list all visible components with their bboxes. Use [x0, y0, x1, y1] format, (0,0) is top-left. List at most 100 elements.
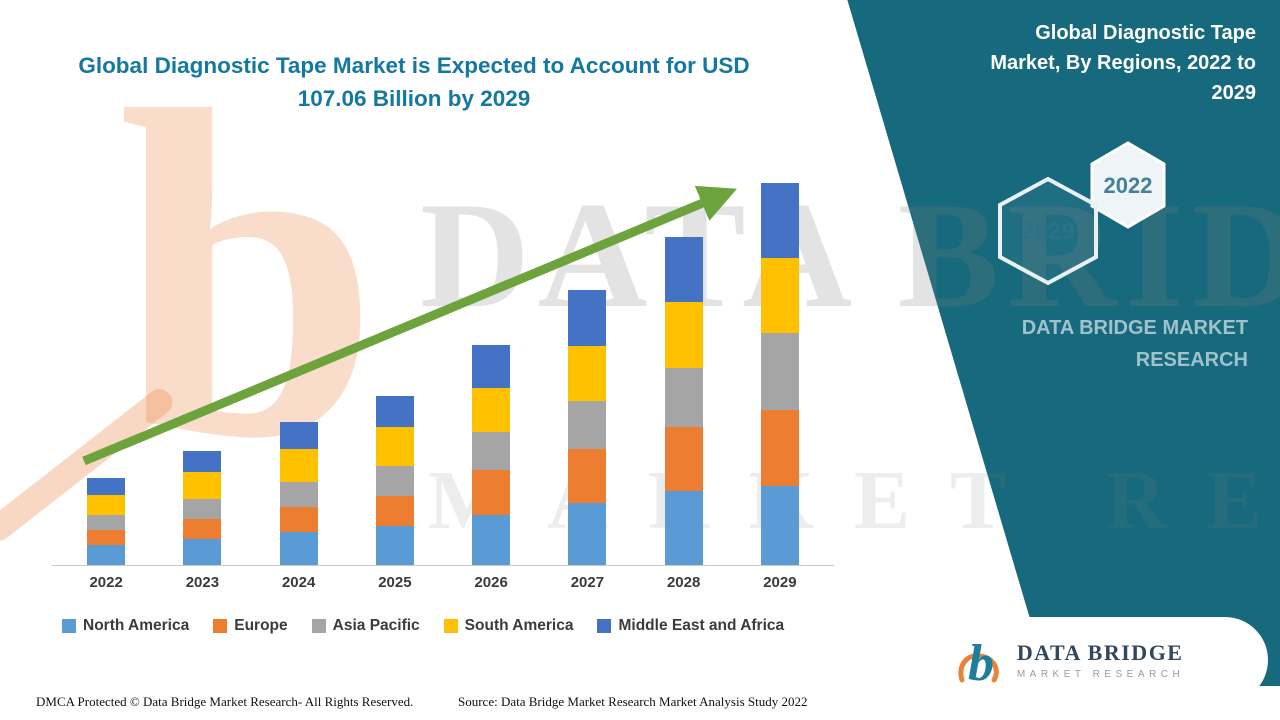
bar-segment-europe	[664, 426, 703, 491]
bar-segment-asia-pacific	[375, 465, 414, 496]
x-axis-label: 2023	[185, 574, 220, 591]
databridge-logo-card: b DATA BRIDGE MARKET RESEARCH	[872, 617, 1268, 703]
year-hexagons: 2022 2029	[998, 141, 1166, 286]
panel-title-line1: Global Diagnostic Tape	[1035, 22, 1256, 44]
bar-column-2023	[154, 450, 250, 565]
legend-swatch	[213, 619, 228, 633]
panel-brand-line1: DATA BRIDGE MARKET	[1021, 317, 1248, 339]
bar-segment-europe	[760, 410, 799, 487]
bar-segment-south-america	[279, 449, 318, 483]
bar-segment-middle-east-and-africa	[183, 450, 222, 473]
bar-stack	[375, 395, 414, 565]
x-axis-labels: 2022 2023 2024 2025 2026 2027 2028 2029	[58, 574, 828, 591]
bar-segment-asia-pacific	[664, 368, 703, 427]
bar-stack	[472, 345, 511, 565]
databridge-logo-text: DATA BRIDGE MARKET RESEARCH	[1017, 640, 1184, 680]
logo-tagline: MARKET RESEARCH	[1016, 669, 1185, 680]
svg-text:b: b	[968, 635, 994, 690]
bar-segment-north-america	[760, 486, 799, 565]
page-title: Global Diagnostic Tape Market is Expecte…	[78, 50, 750, 115]
legend-item: Middle East and Africa	[597, 617, 784, 635]
bar-stack	[183, 450, 222, 565]
bar-segment-middle-east-and-africa	[760, 183, 799, 259]
bar-stack	[568, 290, 607, 565]
legend-label: Middle East and Africa	[618, 617, 785, 634]
legend-swatch	[443, 619, 458, 633]
x-axis-label: 2029	[763, 574, 797, 591]
bar-segment-north-america	[183, 538, 222, 565]
plot-area	[58, 183, 828, 565]
bar-segment-south-america	[375, 426, 414, 466]
bar-segment-europe	[375, 495, 414, 526]
bar-column-2025	[347, 395, 443, 565]
legend-label: Europe	[234, 617, 288, 634]
legend-item: South America	[443, 617, 574, 635]
bar-segment-north-america	[664, 490, 703, 565]
legend-label: South America	[464, 617, 574, 634]
bar-segment-south-america	[760, 258, 799, 334]
legend-label: North America	[83, 617, 190, 634]
bar-segment-middle-east-and-africa	[87, 477, 126, 495]
bar-segment-middle-east-and-africa	[664, 236, 703, 302]
x-axis-label: 2028	[666, 574, 701, 591]
page-title-line1: Global Diagnostic Tape Market is Expecte…	[78, 53, 750, 78]
bar-column-2026	[443, 345, 539, 565]
bar-segment-asia-pacific	[183, 498, 222, 519]
bar-stack	[279, 422, 318, 565]
bar-segment-middle-east-and-africa	[375, 395, 414, 427]
bar-segment-asia-pacific	[568, 400, 607, 450]
hexagon-2022-label: 2022	[1104, 173, 1153, 198]
legend-item: North America	[62, 617, 189, 635]
panel-brand-text: DATA BRIDGE MARKET RESEARCH	[998, 312, 1248, 376]
hexagon-2022	[1090, 141, 1166, 229]
bar-segment-south-america	[664, 301, 703, 369]
bar-segment-asia-pacific	[87, 515, 126, 530]
bar-column-2022	[58, 477, 154, 565]
legend-item: Asia Pacific	[311, 617, 420, 635]
bar-column-2028	[636, 236, 732, 565]
x-axis-label: 2027	[570, 574, 605, 591]
bar-segment-south-america	[183, 472, 222, 499]
bar-segment-middle-east-and-africa	[568, 290, 607, 346]
hexagon-2029-label: 2029	[1021, 218, 1074, 245]
bar-segment-middle-east-and-africa	[279, 422, 318, 450]
legend-item: Europe	[213, 617, 288, 635]
bar-segment-europe	[87, 530, 126, 545]
x-axis-line	[52, 565, 834, 566]
bar-segment-asia-pacific	[279, 482, 318, 508]
bar-segment-europe	[279, 507, 318, 533]
footer-dmca-text: DMCA Protected © Data Bridge Market Rese…	[36, 694, 414, 709]
x-axis-label: 2024	[281, 574, 316, 591]
legend-swatch	[62, 619, 76, 633]
x-axis-label: 2026	[474, 574, 508, 591]
panel-title: Global Diagnostic Tape Market, By Region…	[924, 18, 1256, 108]
bar-stack	[87, 477, 126, 565]
bar-segment-asia-pacific	[760, 333, 799, 411]
bar-segment-north-america	[87, 545, 126, 565]
bar-column-2024	[251, 422, 347, 565]
bar-column-2027	[539, 290, 635, 565]
bar-stack	[664, 236, 703, 565]
x-axis-label: 2022	[89, 574, 123, 591]
bar-stack	[760, 183, 799, 565]
databridge-b-icon: b	[958, 635, 999, 690]
legend-label: Asia Pacific	[332, 617, 420, 634]
stacked-bar-chart: 2022 2023 2024 2025 2026 2027 2028 2029	[52, 183, 834, 591]
logo-name: DATA BRIDGE	[1016, 640, 1184, 665]
page-title-line2: 107.06 Billion by 2029	[297, 85, 531, 111]
bar-segment-south-america	[87, 495, 126, 515]
hexagon-2029	[998, 176, 1098, 286]
legend-swatch	[597, 619, 612, 633]
footer-source-text: Source: Data Bridge Market Research Mark…	[458, 694, 808, 709]
bar-segment-europe	[568, 449, 607, 503]
bar-segment-south-america	[568, 345, 607, 401]
chart-legend: North America Europe Asia Pacific South Ame…	[62, 617, 784, 635]
bar-segment-europe	[183, 518, 222, 539]
panel-brand-line2: RESEARCH	[1135, 349, 1248, 371]
bar-column-2029	[732, 183, 828, 565]
bar-segment-middle-east-and-africa	[472, 345, 511, 388]
bar-segment-north-america	[279, 532, 318, 565]
panel-title-line2: Market, By Regions, 2022 to	[990, 52, 1256, 74]
bar-segment-north-america	[375, 525, 414, 565]
bar-segment-north-america	[568, 502, 607, 565]
